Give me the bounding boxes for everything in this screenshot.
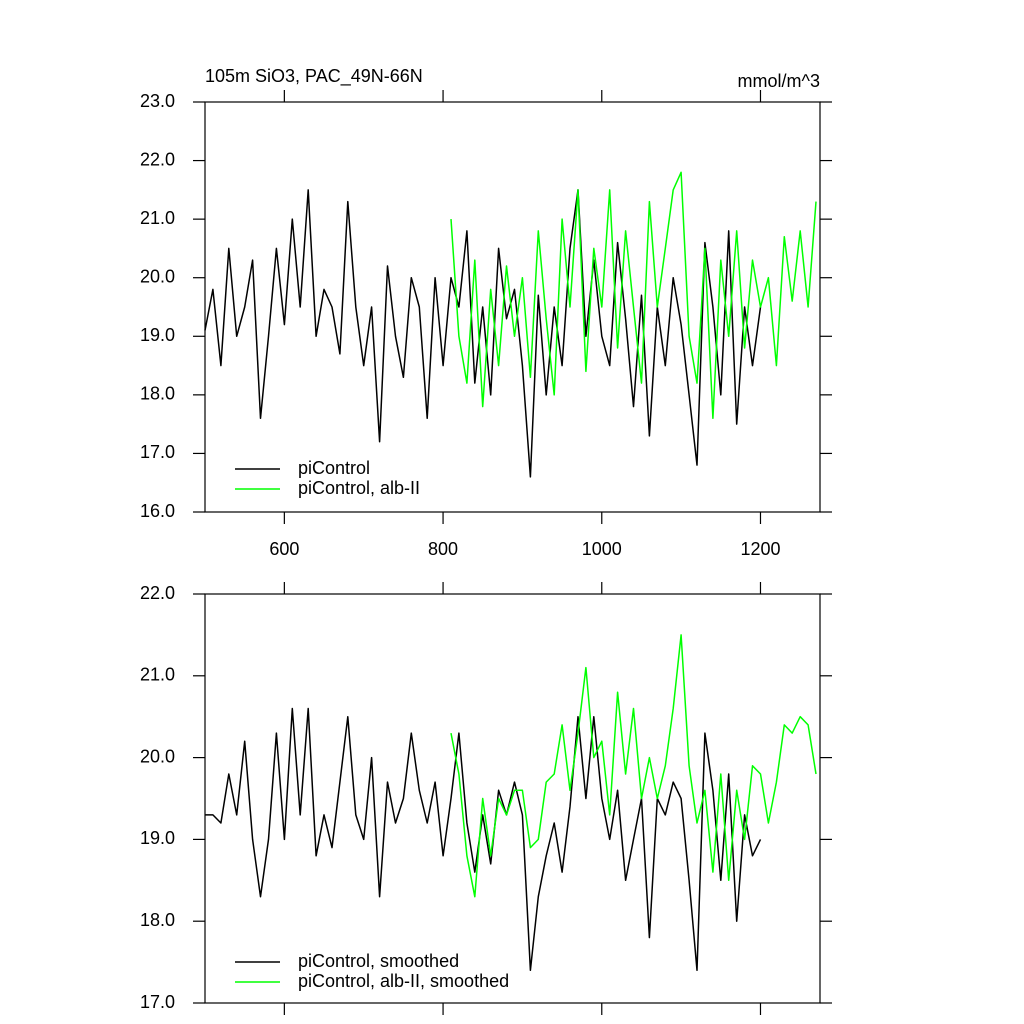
y-tick-label: 20.0 <box>140 266 175 286</box>
data-line <box>450 171 817 420</box>
data-line <box>450 634 817 898</box>
y-tick-label: 17.0 <box>140 442 175 462</box>
legend-label: piControl, smoothed <box>298 951 459 971</box>
y-tick-label: 19.0 <box>140 828 175 848</box>
data-line <box>204 189 762 478</box>
y-tick-label: 22.0 <box>140 583 175 603</box>
legend-label: piControl, alb-II <box>298 478 420 498</box>
y-tick-label: 20.0 <box>140 746 175 766</box>
y-tick-label: 23.0 <box>140 91 175 111</box>
y-tick-label: 17.0 <box>140 992 175 1012</box>
chart-title: 105m SiO3, PAC_49N-66N <box>205 66 423 87</box>
y-tick-label: 22.0 <box>140 149 175 169</box>
y-tick-label: 18.0 <box>140 384 175 404</box>
data-line <box>205 707 762 972</box>
y-tick-label: 21.0 <box>140 665 175 685</box>
y-tick-label: 19.0 <box>140 325 175 345</box>
y-tick-label: 16.0 <box>140 501 175 521</box>
units-label: mmol/m^3 <box>738 71 820 91</box>
plot-frame <box>204 101 821 513</box>
plot-frame <box>204 593 821 1004</box>
legend-label: piControl, alb-II, smoothed <box>298 971 509 991</box>
x-tick-label: 1200 <box>740 539 780 559</box>
x-tick-label: 800 <box>428 539 458 559</box>
x-tick-label: 600 <box>269 539 299 559</box>
legend-label: piControl <box>298 458 370 478</box>
y-tick-label: 21.0 <box>140 208 175 228</box>
x-tick-label: 1000 <box>582 539 622 559</box>
y-tick-label: 18.0 <box>140 910 175 930</box>
